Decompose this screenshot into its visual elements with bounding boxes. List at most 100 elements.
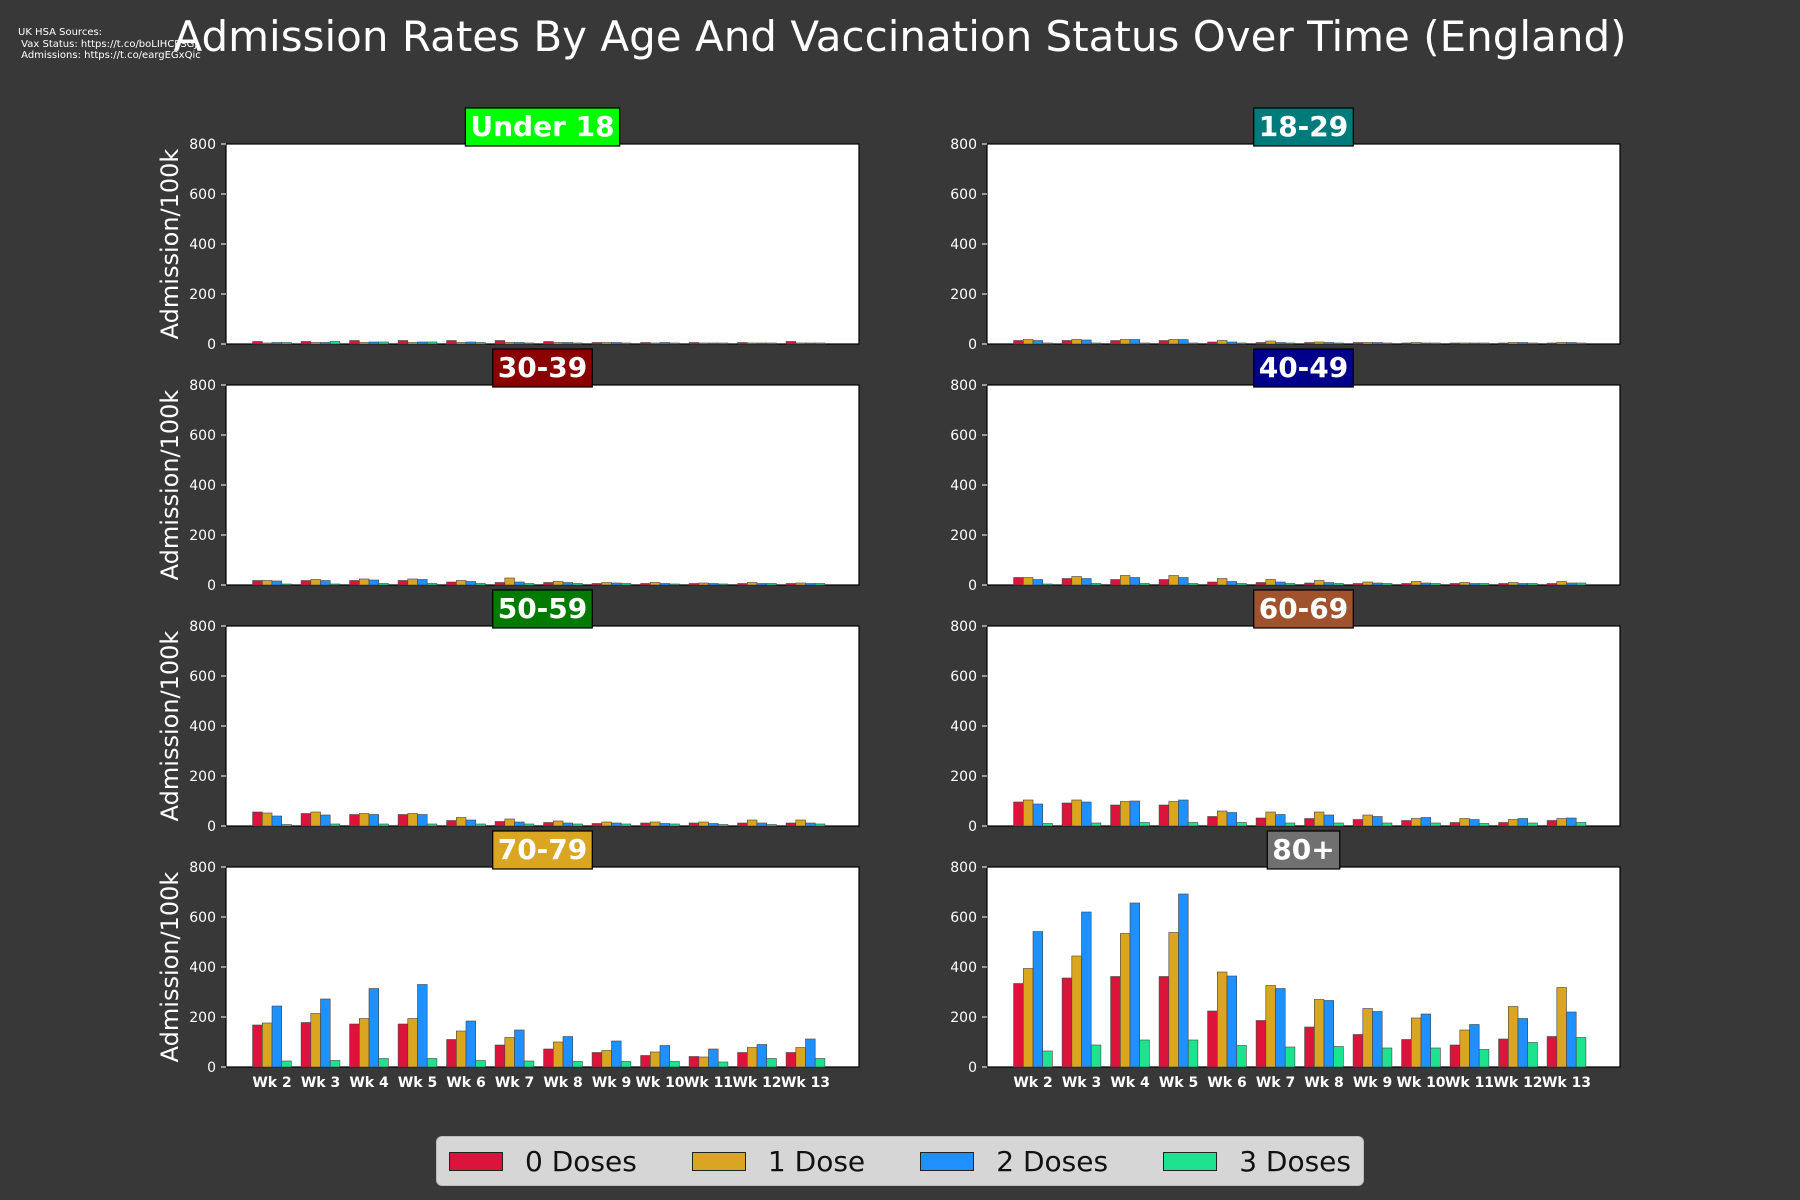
xtick-label: Wk 3: [1062, 1075, 1101, 1091]
bar-18-29-3-doses-wk-2: [1042, 342, 1053, 345]
bar-under-18-3-doses-wk-9: [620, 342, 632, 345]
bar-60-69-0-doses-wk-6: [1207, 816, 1218, 827]
ytick-label: 200: [950, 1010, 977, 1026]
bar-70-79-0-doses-wk-3: [300, 1022, 312, 1068]
ytick-label: 0: [968, 819, 977, 835]
y-axis-label: Admission/100k: [156, 390, 184, 581]
bar-under-18-2-doses-wk-11: [708, 342, 719, 345]
bar-80-2-doses-wk-8: [1323, 1000, 1334, 1068]
bar-40-49-0-doses-wk-5: [1158, 579, 1170, 586]
panel-title-box-30-39: [492, 348, 593, 388]
ytick-label: 0: [207, 1060, 216, 1076]
ytick-label: 400: [950, 478, 977, 494]
bar-50-59-0-doses-wk-5: [397, 814, 409, 827]
bar-60-69-3-doses-wk-5: [1187, 822, 1199, 827]
bar-70-79-3-doses-wk-5: [426, 1058, 438, 1068]
bar-30-39-1-dose-wk-6: [455, 580, 467, 586]
bar-40-49-0-doses-wk-2: [1013, 577, 1024, 586]
panel-title-18-29: 18-29: [1259, 110, 1349, 143]
ytick-label: 600: [950, 428, 977, 444]
xtick-label: Wk 8: [543, 1075, 582, 1091]
bar-40-49-1-dose-wk-12: [1508, 582, 1519, 586]
bar-80-3-doses-wk-4: [1139, 1039, 1150, 1068]
plot-area-40-49: [986, 384, 1621, 586]
bar-under-18-1-dose-wk-10: [649, 342, 661, 345]
bar-50-59-1-dose-wk-12: [746, 819, 758, 827]
ytick-label: 800: [950, 860, 977, 876]
bar-70-79-1-dose-wk-4: [358, 1018, 370, 1068]
ytick-label: 200: [189, 769, 216, 785]
bar-50-59-0-doses-wk-6: [446, 820, 457, 827]
bar-60-69-3-doses-wk-10: [1430, 822, 1441, 827]
bar-18-29-3-doses-wk-11: [1478, 342, 1490, 345]
bar-80-0-doses-wk-13: [1546, 1036, 1558, 1068]
bar-80-1-dose-wk-8: [1314, 999, 1325, 1068]
bar-30-39-2-doses-wk-10: [659, 583, 670, 586]
bar-50-59-0-doses-wk-12: [737, 822, 748, 827]
legend-label-2-doses: 2 Doses: [996, 1144, 1109, 1178]
bar-under-18-3-doses-wk-4: [378, 341, 389, 345]
bar-70-79-1-dose-wk-9: [601, 1050, 612, 1068]
xtick-label: Wk 9: [1353, 1075, 1392, 1091]
ytick-label: 600: [950, 910, 977, 926]
bar-under-18-0-doses-wk-4: [349, 340, 360, 345]
bar-60-69-3-doses-wk-7: [1284, 822, 1296, 827]
bar-under-18-3-doses-wk-2: [281, 342, 292, 345]
bar-50-59-0-doses-wk-8: [543, 822, 554, 827]
bar-40-49-0-doses-wk-13: [1546, 583, 1558, 586]
bar-18-29-3-doses-wk-10: [1430, 342, 1441, 345]
ytick-label: 0: [968, 1060, 977, 1076]
bar-18-29-3-doses-wk-3: [1090, 342, 1102, 345]
bar-70-79-3-doses-wk-3: [329, 1060, 341, 1068]
bar-18-29-1-dose-wk-9: [1362, 342, 1373, 345]
sources-line-3: Admissions: https://t.co/eargEGxQic: [18, 50, 201, 61]
bar-18-29-0-doses-wk-3: [1061, 340, 1073, 345]
bar-under-18-3-doses-wk-7: [523, 342, 535, 345]
bar-80-1-dose-wk-10: [1411, 1017, 1422, 1068]
bar-50-59-2-doses-wk-11: [708, 823, 719, 827]
bar-50-59-2-doses-wk-13: [805, 822, 816, 827]
bar-18-29-1-dose-wk-6: [1217, 340, 1228, 345]
bar-70-79-2-doses-wk-11: [708, 1048, 719, 1068]
bar-30-39-2-doses-wk-9: [611, 582, 622, 586]
bar-under-18-2-doses-wk-10: [659, 342, 670, 345]
bar-50-59-2-doses-wk-10: [659, 823, 670, 827]
bar-under-18-3-doses-wk-10: [669, 342, 680, 345]
bar-70-79-3-doses-wk-13: [814, 1058, 826, 1068]
bar-30-39-2-doses-wk-3: [320, 580, 331, 586]
bar-80-3-doses-wk-12: [1527, 1042, 1538, 1068]
bar-18-29-1-dose-wk-5: [1168, 339, 1179, 345]
bar-60-69-2-doses-wk-2: [1032, 803, 1043, 827]
bar-40-49-3-doses-wk-11: [1478, 583, 1490, 586]
bar-18-29-3-doses-wk-5: [1187, 342, 1199, 345]
bar-40-49-3-doses-wk-10: [1430, 583, 1441, 586]
bar-40-49-3-doses-wk-5: [1187, 583, 1199, 586]
ytick-label: 800: [189, 860, 216, 876]
bar-18-29-3-doses-wk-9: [1381, 342, 1393, 345]
bar-80-1-dose-wk-7: [1265, 985, 1276, 1068]
bar-18-29-0-doses-wk-9: [1352, 342, 1364, 345]
xtick-label: Wk 10: [1396, 1075, 1445, 1091]
bar-60-69-0-doses-wk-5: [1158, 804, 1170, 827]
bar-70-79-0-doses-wk-10: [640, 1055, 651, 1068]
bar-50-59-3-doses-wk-6: [475, 823, 486, 827]
bar-30-39-3-doses-wk-12: [766, 583, 777, 586]
bar-70-79-0-doses-wk-6: [446, 1039, 457, 1068]
ytick-label: 800: [189, 137, 216, 153]
plot-area-50-59: [225, 625, 860, 827]
bar-60-69-2-doses-wk-8: [1323, 814, 1334, 827]
bar-50-59-1-dose-wk-4: [358, 813, 370, 827]
bar-40-49-1-dose-wk-2: [1022, 577, 1034, 586]
bar-70-79-0-doses-wk-11: [688, 1056, 700, 1068]
bar-50-59-1-dose-wk-3: [310, 811, 321, 827]
bar-40-49-0-doses-wk-7: [1255, 582, 1267, 586]
bar-under-18-0-doses-wk-11: [688, 342, 700, 345]
bar-80-2-doses-wk-2: [1032, 931, 1043, 1068]
panel-80: 0 200 400 600 800 Wk 2 Wk 3 Wk 4 Wk 5 Wk 6 Wk 7 Wk …: [950, 830, 1621, 1091]
bar-60-69-0-doses-wk-10: [1401, 820, 1412, 827]
xtick-label: Wk 3: [301, 1075, 340, 1091]
bar-18-29-1-dose-wk-13: [1556, 342, 1567, 345]
bar-40-49-3-doses-wk-9: [1381, 583, 1393, 586]
bar-70-79-1-dose-wk-6: [455, 1030, 467, 1068]
